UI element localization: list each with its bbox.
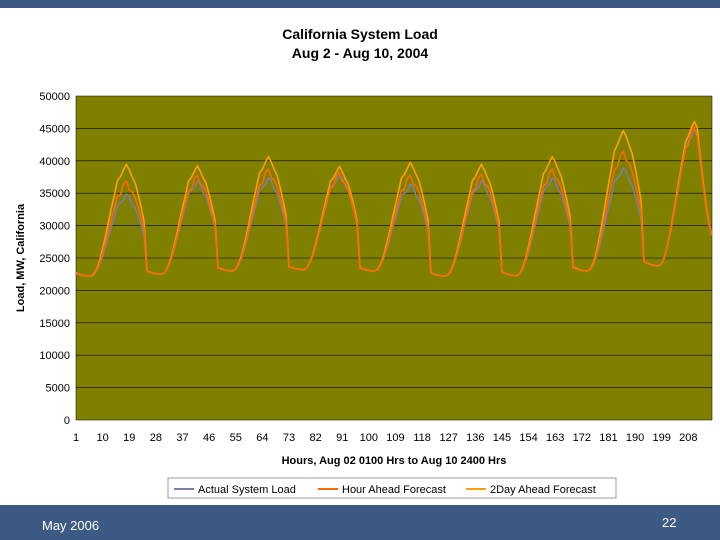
y-tick-label: 40000	[39, 156, 70, 168]
footer-date: May 2006	[42, 518, 100, 533]
y-tick-label: 20000	[39, 285, 70, 297]
x-tick-label: 208	[679, 432, 697, 444]
y-axis-label: Load, MW, California	[15, 203, 27, 312]
y-tick-label: 25000	[39, 253, 70, 265]
y-tick-label: 30000	[39, 221, 70, 233]
series-hour-ahead-line	[75, 126, 713, 277]
x-tick-label: 109	[386, 432, 404, 444]
x-tick-label: 136	[466, 432, 484, 444]
x-tick-label: 163	[546, 432, 564, 444]
x-tick-label: 199	[653, 432, 671, 444]
y-tick-label: 15000	[39, 318, 70, 330]
footer-bar	[0, 505, 720, 540]
x-tick-label: 28	[150, 432, 162, 444]
chart-title: California System Load	[282, 26, 438, 42]
x-tick-label: 10	[96, 432, 108, 444]
x-tick-label: 37	[176, 432, 188, 444]
x-tick-label: 118	[413, 432, 431, 444]
x-tick-label: 64	[256, 432, 268, 444]
legend: Actual System Load Hour Ahead Forecast 2…	[167, 477, 617, 499]
x-axis-label: Hours, Aug 02 0100 Hrs to Aug 10 2400 Hr…	[282, 455, 507, 467]
x-tick-label: 1	[73, 432, 79, 444]
legend-twoday: 2Day Ahead Forecast	[490, 484, 596, 496]
legend-hour: Hour Ahead Forecast	[342, 484, 446, 496]
x-tick-label: 145	[493, 432, 511, 444]
series-two-day-line	[75, 120, 713, 277]
y-tick-label: 50000	[39, 91, 70, 103]
legend-actual: Actual System Load	[198, 484, 296, 496]
y-tick-label: 10000	[39, 350, 70, 362]
x-tick-label: 73	[283, 432, 295, 444]
series-lines	[75, 120, 713, 277]
x-tick-label: 181	[599, 432, 617, 444]
chart: California System Load Aug 2 - Aug 10, 2…	[15, 26, 713, 499]
y-tick-label: 0	[64, 415, 70, 427]
x-tick-label: 172	[573, 432, 591, 444]
top-bar	[0, 0, 720, 8]
page-number: 22	[662, 515, 677, 530]
y-tick-label: 45000	[39, 123, 70, 135]
y-axis-ticks: 0 5000 10000 15000 20000 25000 30000 35000 40000…	[39, 91, 70, 427]
x-tick-label: 55	[230, 432, 242, 444]
y-tick-label: 35000	[39, 188, 70, 200]
x-tick-label: 82	[309, 432, 321, 444]
x-tick-label: 91	[336, 432, 348, 444]
chart-subtitle: Aug 2 - Aug 10, 2004	[292, 45, 429, 61]
x-axis-ticks: 1 10 19 28 37 46 55 64 73 82 91 100 109 118 127 136 145 1…	[73, 432, 698, 444]
x-tick-label: 19	[123, 432, 135, 444]
x-tick-label: 154	[519, 432, 537, 444]
y-tick-label: 5000	[46, 383, 70, 395]
legend-box	[167, 477, 617, 499]
x-tick-label: 127	[440, 432, 458, 444]
x-tick-label: 190	[626, 432, 644, 444]
x-tick-label: 100	[360, 432, 378, 444]
x-tick-label: 46	[203, 432, 215, 444]
